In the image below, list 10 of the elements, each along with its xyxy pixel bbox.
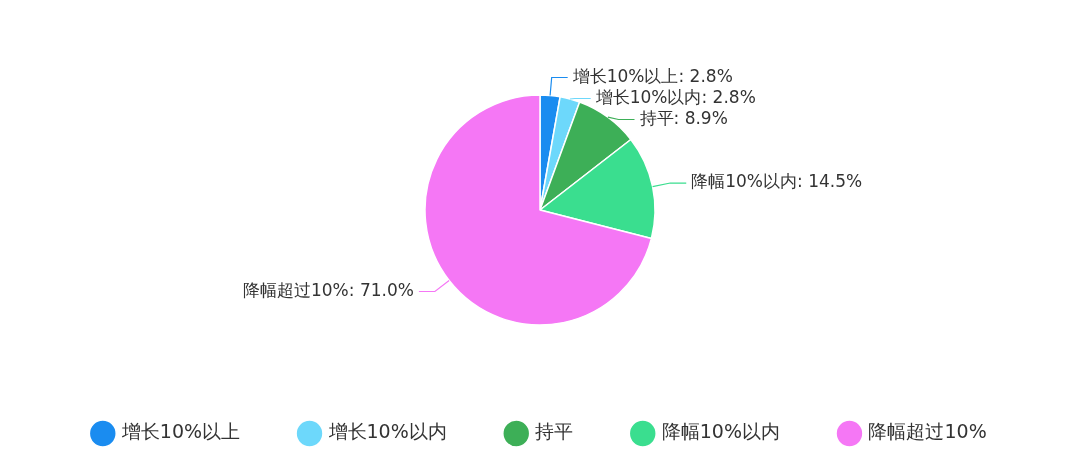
- data-label: 持平: 8.9%: [639, 107, 728, 128]
- data-label: 增长10%以内: 2.8%: [594, 86, 756, 107]
- legend-label: 增长10%以内: [327, 420, 447, 443]
- legend-label: 增长10%以上: [120, 420, 241, 443]
- legend-label: 降幅超过10%: [868, 420, 987, 443]
- data-label: 增长10%以上: 2.8%: [571, 65, 733, 86]
- data-label: 降幅10%以内: 14.5%: [691, 171, 863, 192]
- legend-label: 持平: [535, 420, 574, 443]
- legend-label: 降幅10%以内: [661, 420, 780, 443]
- data-label: 降幅超过10%: 71.0%: [242, 279, 414, 300]
